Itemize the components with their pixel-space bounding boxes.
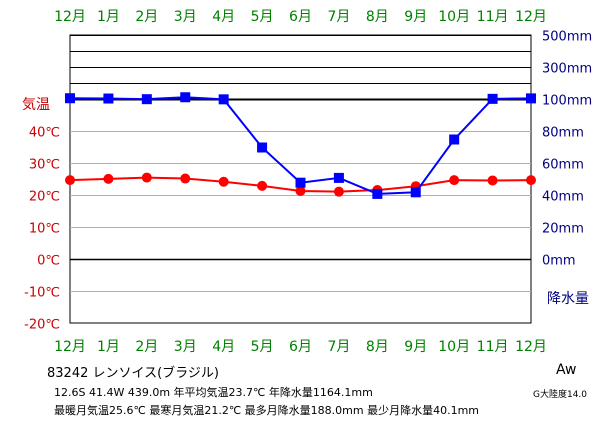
temperature-point xyxy=(526,175,536,186)
month-label-bottom: 6月 xyxy=(289,339,312,355)
temperature-tick-label: -20℃ xyxy=(24,318,60,333)
precipitation-point xyxy=(487,93,498,104)
month-label-top: 6月 xyxy=(289,9,312,25)
month-label-top: 3月 xyxy=(174,9,197,25)
month-label-top: 10月 xyxy=(438,9,470,25)
precipitation-tick-label: 40mm xyxy=(542,190,584,205)
precipitation-tick-label: 60mm xyxy=(542,158,584,173)
temperature-tick-label: 10℃ xyxy=(29,222,60,237)
precipitation-point xyxy=(141,94,152,105)
temperature-point xyxy=(180,173,191,184)
temperature-tick-label: 20℃ xyxy=(29,190,60,205)
month-label-top: 2月 xyxy=(135,9,158,25)
precipitation-tick-label: 0mm xyxy=(542,254,576,269)
precipitation-point xyxy=(65,93,75,104)
precipitation-point xyxy=(103,93,114,104)
station-stats-line-2: 最暖月気温25.6℃ 最寒月気温21.2℃ 最多月降水量188.0mm 最少月降… xyxy=(54,404,480,417)
temperature-point xyxy=(295,186,306,197)
precipitation-point xyxy=(218,94,229,105)
temperature-point xyxy=(449,175,460,186)
month-label-bottom: 11月 xyxy=(477,339,509,355)
station-stats-line-1: 12.6S 41.4W 439.0m 年平均気温23.7℃ 年降水量1164.1… xyxy=(54,386,373,399)
precipitation-tick-label: 500mm xyxy=(542,30,592,45)
temperature-tick-label: 30℃ xyxy=(29,158,60,173)
month-label-bottom: 5月 xyxy=(251,339,274,355)
region-code: G大陸度14.0 xyxy=(533,390,588,400)
month-label-top: 8月 xyxy=(366,9,389,25)
month-label-bottom: 4月 xyxy=(212,339,235,355)
temperature-point xyxy=(218,176,229,187)
month-label-top: 4月 xyxy=(212,9,235,25)
temperature-point xyxy=(257,180,268,191)
precipitation-tick-label: 100mm xyxy=(542,94,592,109)
month-label-bottom: 12月 xyxy=(54,339,86,355)
month-label-bottom: 9月 xyxy=(404,339,427,355)
month-label-bottom: 1月 xyxy=(97,339,120,355)
precipitation-point xyxy=(257,142,268,153)
month-label-bottom: 2月 xyxy=(135,339,158,355)
month-label-top: 12月 xyxy=(54,9,86,25)
temperature-tick-label: 40℃ xyxy=(29,126,60,141)
precipitation-point xyxy=(526,93,536,104)
temperature-point xyxy=(333,186,344,197)
temperature-point xyxy=(65,175,75,186)
precipitation-point xyxy=(295,177,306,188)
temperature-point xyxy=(141,172,152,183)
temperature-point xyxy=(487,175,498,186)
month-label-top: 5月 xyxy=(251,9,274,25)
temperature-tick-label: -10℃ xyxy=(24,286,60,301)
precipitation-point xyxy=(180,92,191,103)
month-label-bottom: 8月 xyxy=(366,339,389,355)
precipitation-tick-label: 20mm xyxy=(542,222,584,237)
precipitation-point xyxy=(333,172,344,183)
precipitation-point xyxy=(372,188,383,199)
month-label-top: 9月 xyxy=(404,9,427,25)
precipitation-point xyxy=(449,134,460,145)
precipitation-tick-label: 300mm xyxy=(542,62,592,77)
month-label-top: 11月 xyxy=(477,9,509,25)
month-label-top: 7月 xyxy=(327,9,350,25)
month-label-bottom: 12月 xyxy=(515,339,547,355)
climate-class: Aw xyxy=(556,362,577,378)
month-label-bottom: 3月 xyxy=(174,339,197,355)
month-label-top: 1月 xyxy=(97,9,120,25)
precipitation-axis-title: 降水量 xyxy=(547,291,589,307)
temperature-point xyxy=(103,173,114,184)
temperature-axis-title: 気温 xyxy=(22,97,50,113)
month-label-bottom: 10月 xyxy=(438,339,470,355)
month-label-bottom: 7月 xyxy=(327,339,350,355)
precipitation-tick-label: 80mm xyxy=(542,126,584,141)
precipitation-point xyxy=(410,187,421,198)
month-label-top: 12月 xyxy=(515,9,547,25)
temperature-tick-label: 0℃ xyxy=(37,254,60,269)
station-name: 83242 レンソイス(ブラジル) xyxy=(47,366,219,381)
